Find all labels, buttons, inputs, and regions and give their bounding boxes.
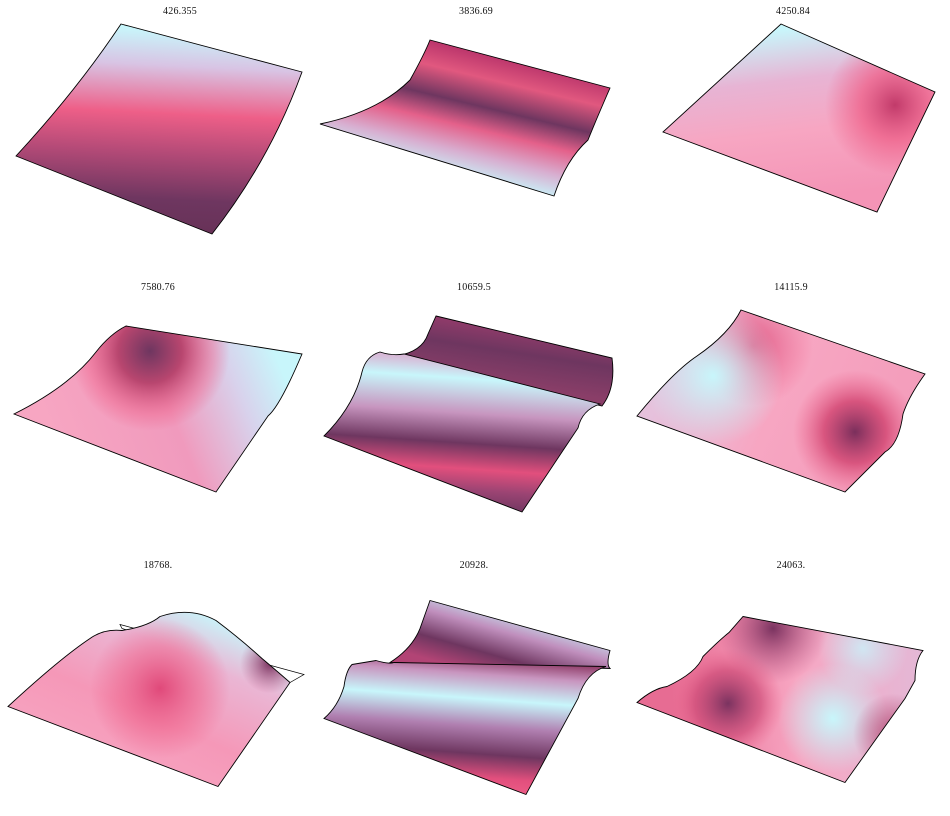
panel-label: 4250.84 [776,6,810,17]
surface-plot [636,616,924,784]
surface-panel-3: 4250.84 [635,0,950,262]
surface-panel-5: 10659.5 [316,276,632,538]
surface-panel-1: 426.355 [15,0,338,262]
panel-label: 14115.9 [774,282,808,293]
surface-plot [15,23,303,235]
panel-label: 7580.76 [141,282,175,293]
surface-plot [12,325,303,493]
surface-panel-8: 20928. [316,554,632,816]
panel-label: 20928. [459,560,489,571]
panel-label: 24063. [776,560,806,571]
panel-label: 10659.5 [457,282,491,293]
surface-plot [319,39,611,197]
surface-plot [7,611,305,788]
surface-plot [323,315,614,513]
surface-panel-4: 7580.76 [0,276,316,538]
panel-label: 426.355 [163,6,197,17]
panel-label: 3836.69 [459,6,493,17]
surface-panel-9: 24063. [633,554,949,816]
surface-panel-7: 18768. [0,554,316,816]
surface-panel-6: 14115.9 [633,276,949,538]
surface-plot [323,599,612,796]
surface-panel-2: 3836.69 [318,0,634,262]
panel-label: 18768. [143,560,173,571]
surface-plot [662,23,936,213]
surface-plot [636,309,926,493]
